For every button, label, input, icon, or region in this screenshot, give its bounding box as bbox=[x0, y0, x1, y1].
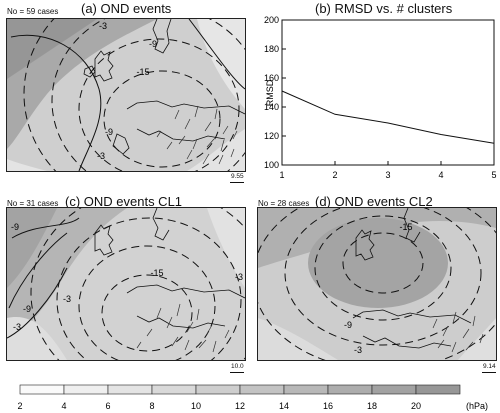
panel-a-ncases: No = 59 cases bbox=[7, 7, 59, 16]
chart-title: (b) RMSD vs. # clusters bbox=[315, 1, 453, 16]
contour-label: -9 bbox=[11, 222, 19, 232]
y-axis-label: RMSD bbox=[265, 79, 275, 106]
colorbar-tick-label: 8 bbox=[149, 401, 154, 411]
contour-label: -9 bbox=[105, 127, 113, 137]
panel-a-map: -3 -9 -15 -9 -3 bbox=[6, 18, 246, 172]
y-tick-label: 100 bbox=[264, 160, 279, 170]
colorbar-cell bbox=[151, 384, 197, 395]
contour-label: -3 bbox=[13, 322, 21, 332]
panel-a-vector-ref: 9.55 bbox=[231, 173, 244, 180]
panel-d-map: -15 -9 -3 bbox=[257, 207, 497, 361]
y-tick-label: 200 bbox=[264, 15, 279, 25]
x-tick-label: 2 bbox=[332, 170, 337, 180]
colorbar-unit: (hPa) bbox=[466, 401, 488, 411]
colorbar-cell bbox=[327, 384, 373, 395]
y-tick-label: 180 bbox=[264, 44, 279, 54]
contour-label: -15 bbox=[150, 268, 163, 278]
colorbar-cell bbox=[63, 384, 109, 395]
contour-label: -15 bbox=[399, 222, 412, 232]
contour-label: -3 bbox=[99, 21, 107, 31]
contour-label: -9 bbox=[344, 320, 352, 330]
panel-d-vector-arrow bbox=[482, 372, 496, 373]
plot-frame bbox=[281, 19, 495, 166]
contour-label: -3 bbox=[235, 272, 243, 282]
rmsd-chart: 1 2 3 4 5 100 120 140 160 180 200 RMSD bbox=[264, 15, 497, 180]
colorbar-tick-label: 4 bbox=[61, 401, 66, 411]
colorbar-cell bbox=[19, 384, 65, 395]
panel-d-vector-ref: 9.14 bbox=[483, 363, 496, 370]
panel-d-ncases: No = 28 cases bbox=[258, 199, 310, 208]
panel-c-vector-ref: 10.0 bbox=[231, 363, 244, 370]
colorbar-cell bbox=[283, 384, 329, 395]
colorbar-cell bbox=[371, 384, 417, 395]
colorbar-cell bbox=[195, 384, 241, 395]
panel-c-title: (c) OND events CL1 bbox=[65, 194, 183, 209]
colorbar-tick-label: 14 bbox=[279, 401, 289, 411]
contour-label: -3 bbox=[63, 294, 71, 304]
colorbar-tick-label: 2 bbox=[17, 401, 22, 411]
panel-c-vector-arrow bbox=[230, 372, 244, 373]
colorbar-cell bbox=[107, 384, 153, 395]
colorbar: 2 4 6 8 10 12 14 16 18 20 (hPa) bbox=[17, 384, 488, 411]
x-tick-label: 4 bbox=[438, 170, 443, 180]
colorbar-cell bbox=[415, 384, 461, 395]
y-tick-label: 160 bbox=[264, 73, 279, 83]
rmsd-series-line bbox=[281, 90, 495, 144]
y-tick-label: 120 bbox=[264, 131, 279, 141]
contour-label: -15 bbox=[136, 67, 149, 77]
x-tick-label: 1 bbox=[279, 170, 284, 180]
contour-label: -9 bbox=[149, 39, 157, 49]
colorbar-tick-label: 20 bbox=[411, 401, 421, 411]
colorbar-tick-label: 18 bbox=[367, 401, 377, 411]
colorbar-cell bbox=[239, 384, 285, 395]
colorbar-tick-label: 6 bbox=[105, 401, 110, 411]
panel-c-map: -9 -9 -3 -3 -15 -3 bbox=[6, 207, 246, 361]
contour-label: -3 bbox=[97, 151, 105, 161]
contour-label: -3 bbox=[354, 345, 362, 355]
x-tick-label: 5 bbox=[491, 170, 496, 180]
colorbar-tick-label: 10 bbox=[191, 401, 201, 411]
panel-c-ncases: No = 31 cases bbox=[7, 199, 59, 208]
y-tick-label: 140 bbox=[264, 102, 279, 112]
x-tick-label: 3 bbox=[385, 170, 390, 180]
panel-a-title: (a) OND events bbox=[81, 1, 172, 16]
contour-label: -9 bbox=[23, 304, 31, 314]
colorbar-tick-label: 12 bbox=[235, 401, 245, 411]
colorbar-tick-label: 16 bbox=[323, 401, 333, 411]
panel-d-title: (d) OND events CL2 bbox=[315, 194, 433, 209]
panel-a-vector-arrow bbox=[230, 182, 244, 183]
